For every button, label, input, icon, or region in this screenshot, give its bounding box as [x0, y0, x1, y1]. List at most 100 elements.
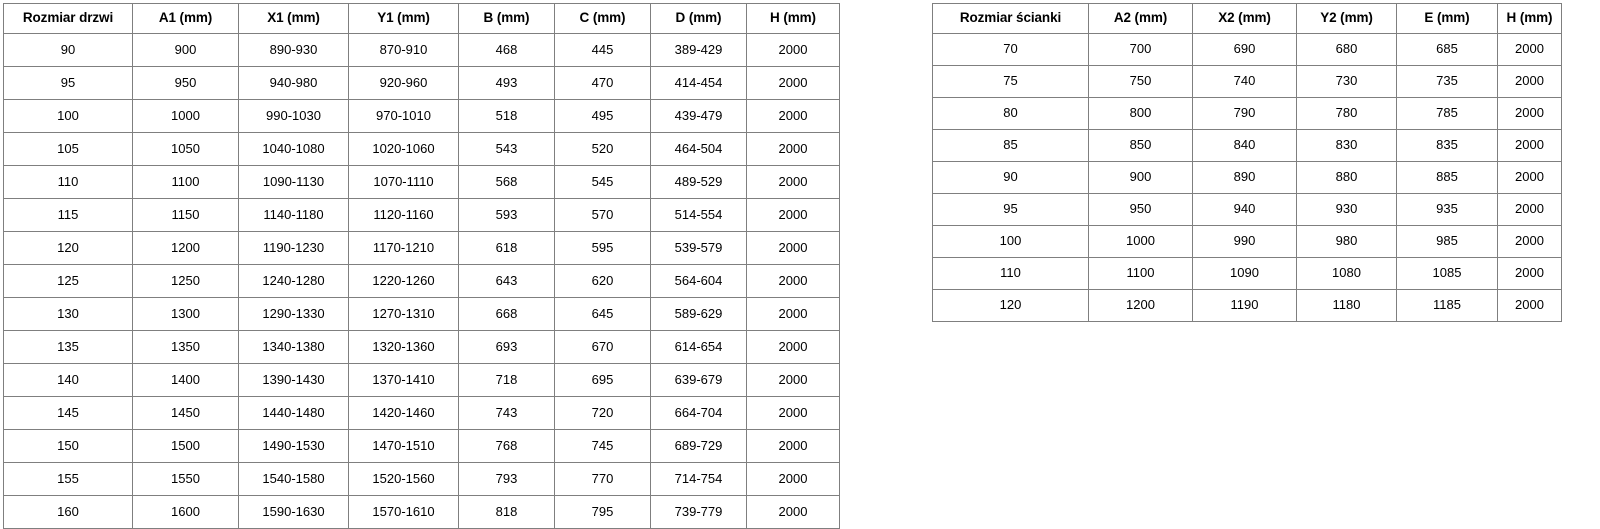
table-cell: 1220-1260	[348, 264, 459, 298]
table-cell: 1240-1280	[238, 264, 349, 298]
table-cell: 950	[1088, 193, 1193, 226]
table-cell: 120	[932, 289, 1089, 322]
table-cell: 1450	[132, 396, 239, 430]
table-cell: 990-1030	[238, 99, 349, 133]
table-cell: 1000	[1088, 225, 1193, 258]
table-cell: 518	[458, 99, 555, 133]
table-cell: 514-554	[650, 198, 747, 232]
table-row: 115 1150 1140-1180 1120-1160 593 570 514-554 20…	[3, 198, 840, 232]
table-cell: 720	[554, 396, 651, 430]
table-cell: 1570-1610	[348, 495, 459, 529]
table-header-row: Rozmiar drzwi A1 (mm) X1 (mm) Y1 (mm) B (mm)…	[3, 3, 840, 34]
table-cell: 790	[1192, 97, 1297, 130]
column-header-4: B (mm)	[458, 3, 555, 34]
table-cell: 930	[1296, 193, 1397, 226]
table-row: 160 1600 1590-1630 1570-1610 818 795 739-779 20…	[3, 495, 840, 529]
table-cell: 2000	[746, 165, 840, 199]
table-cell: 1340-1380	[238, 330, 349, 364]
table-cell: 780	[1296, 97, 1397, 130]
table-cell: 439-479	[650, 99, 747, 133]
table-cell: 1490-1530	[238, 429, 349, 463]
table-cell: 1090	[1192, 257, 1297, 290]
table-cell: 743	[458, 396, 555, 430]
column-header-4: E (mm)	[1396, 3, 1498, 34]
table-cell: 1540-1580	[238, 462, 349, 496]
table-cell: 645	[554, 297, 651, 331]
table-cell: 105	[3, 132, 133, 166]
table-cell: 520	[554, 132, 651, 166]
table-cell: 2000	[746, 462, 840, 496]
column-header-7: H (mm)	[746, 3, 840, 34]
table-cell: 120	[3, 231, 133, 265]
table-cell: 639-679	[650, 363, 747, 397]
table-row: 110 1100 1090 1080 1085 2000	[932, 257, 1562, 290]
table-cell: 685	[1396, 33, 1498, 66]
table-cell: 1080	[1296, 257, 1397, 290]
table-row: 95 950 940-980 920-960 493 470 414-454 2000	[3, 66, 840, 100]
table-cell: 614-654	[650, 330, 747, 364]
column-header-5: H (mm)	[1497, 3, 1562, 34]
table-cell: 75	[932, 65, 1089, 98]
table-cell: 140	[3, 363, 133, 397]
table-cell: 2000	[1497, 257, 1562, 290]
table-row: 120 1200 1190-1230 1170-1210 618 595 539-579 20…	[3, 231, 840, 265]
table-cell: 414-454	[650, 66, 747, 100]
table-cell: 1250	[132, 264, 239, 298]
table-cell: 1190	[1192, 289, 1297, 322]
table-cell: 690	[1192, 33, 1297, 66]
table-row: 100 1000 990-1030 970-1010 518 495 439-479 2000	[3, 99, 840, 133]
table-cell: 464-504	[650, 132, 747, 166]
table-row: 95 950 940 930 935 2000	[932, 193, 1562, 226]
table-cell: 620	[554, 264, 651, 298]
table-cell: 545	[554, 165, 651, 199]
table-cell: 2000	[746, 363, 840, 397]
table-cell: 940	[1192, 193, 1297, 226]
door-table-body: 90 900 890-930 870-910 468 445 389-429 2000 95 95…	[3, 33, 840, 529]
table-cell: 920-960	[348, 66, 459, 100]
table-cell: 539-579	[650, 231, 747, 265]
table-row: 90 900 890-930 870-910 468 445 389-429 2000	[3, 33, 840, 67]
column-header-1: A2 (mm)	[1088, 3, 1193, 34]
table-cell: 589-629	[650, 297, 747, 331]
column-header-2: X1 (mm)	[238, 3, 349, 34]
column-header-2: X2 (mm)	[1192, 3, 1297, 34]
table-row: 120 1200 1190 1180 1185 2000	[932, 289, 1562, 322]
table-cell: 1200	[132, 231, 239, 265]
table-cell: 670	[554, 330, 651, 364]
table-row: 140 1400 1390-1430 1370-1410 718 695 639-679 20…	[3, 363, 840, 397]
table-cell: 735	[1396, 65, 1498, 98]
column-header-0: Rozmiar ścianki	[932, 3, 1089, 34]
table-cell: 1070-1110	[348, 165, 459, 199]
table-cell: 564-604	[650, 264, 747, 298]
table-cell: 1500	[132, 429, 239, 463]
column-header-5: C (mm)	[554, 3, 651, 34]
table-cell: 130	[3, 297, 133, 331]
wall-table-body: 70 700 690 680 685 2000 75 750 740 730 735 2000 80 80…	[932, 33, 1562, 322]
table-cell: 885	[1396, 161, 1498, 194]
table-cell: 900	[132, 33, 239, 67]
table-cell: 493	[458, 66, 555, 100]
table-cell: 770	[554, 462, 651, 496]
table-cell: 80	[932, 97, 1089, 130]
table-row: 130 1300 1290-1330 1270-1310 668 645 589-629 20…	[3, 297, 840, 331]
table-cell: 2000	[1497, 129, 1562, 162]
table-cell: 730	[1296, 65, 1397, 98]
table-cell: 2000	[746, 330, 840, 364]
table-cell: 970-1010	[348, 99, 459, 133]
table-cell: 593	[458, 198, 555, 232]
table-cell: 1470-1510	[348, 429, 459, 463]
spec-tables-sheet: Rozmiar drzwi A1 (mm) X1 (mm) Y1 (mm) B (mm)…	[3, 3, 1562, 529]
table-cell: 2000	[746, 33, 840, 67]
table-cell: 115	[3, 198, 133, 232]
table-cell: 2000	[1497, 33, 1562, 66]
table-cell: 1150	[132, 198, 239, 232]
table-cell: 2000	[746, 264, 840, 298]
table-cell: 570	[554, 198, 651, 232]
table-cell: 2000	[746, 495, 840, 529]
table-cell: 155	[3, 462, 133, 496]
table-cell: 543	[458, 132, 555, 166]
table-row: 155 1550 1540-1580 1520-1560 793 770 714-754 20…	[3, 462, 840, 496]
table-cell: 750	[1088, 65, 1193, 98]
table-cell: 745	[554, 429, 651, 463]
table-cell: 1390-1430	[238, 363, 349, 397]
